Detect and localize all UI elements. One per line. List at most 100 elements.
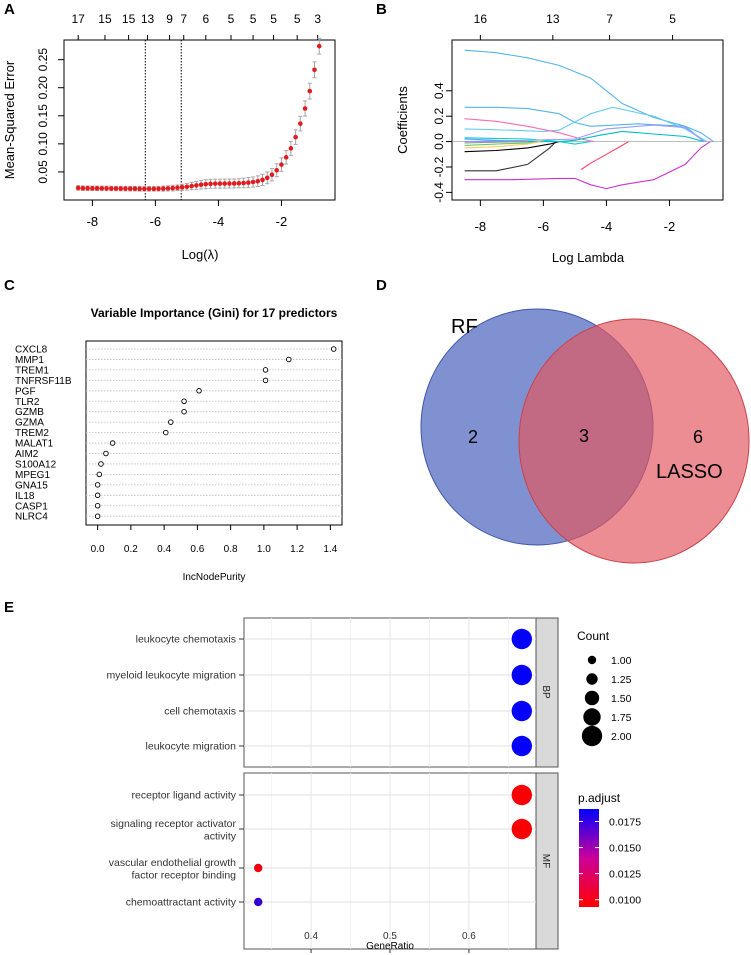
y-tick-label: 0.2 — [432, 108, 446, 125]
term-label: myeloid leukocyte migration — [106, 670, 236, 682]
plot-area: CXCL8MMP1TREM1TNFRSF11BPGFTLR2GZMBGZMATR… — [15, 345, 342, 555]
chart-title: Variable Importance (Gini) for 17 predic… — [91, 306, 338, 320]
coefficient-path — [464, 141, 560, 153]
predictor-label: TREM1 — [15, 365, 49, 376]
x-tick-label: 1.2 — [290, 544, 304, 555]
data-point — [175, 185, 180, 191]
y-tick-label: -0.4 — [432, 182, 446, 203]
data-point — [288, 146, 294, 151]
importance-point — [109, 440, 116, 446]
facet-strip-bp-label: BP — [540, 685, 551, 699]
coefficient-path — [580, 141, 629, 170]
data-point — [264, 175, 270, 181]
enrichment-dot — [511, 735, 532, 757]
legend-count-title: Count — [577, 629, 610, 643]
legend-size-dot — [586, 673, 598, 685]
data-point — [307, 88, 313, 94]
importance-point — [181, 408, 187, 415]
legend-count-label: 1.75 — [611, 712, 632, 724]
y-tick-label: 0.25 — [36, 48, 50, 72]
coefficient-path — [464, 49, 714, 143]
top-axis-label: 5 — [270, 12, 277, 26]
data-point — [90, 186, 95, 191]
importance-point — [262, 377, 269, 384]
enrichment-dot — [511, 784, 532, 806]
coefficient-path — [464, 141, 711, 190]
panel-b-coefficients: -8 -6 -4 -2 -0.4 -0.2 0.0 0.2 0.4 16 13 7 5 Log Lamb… — [395, 12, 724, 265]
top-axis-label: 17 — [72, 12, 86, 26]
venn-count-lasso-only: 6 — [693, 427, 703, 447]
panel-e-enrichment: BP MF leukocyte chemotaxis myeloid leukoc… — [106, 617, 641, 953]
top-axis-label: 5 — [294, 12, 301, 26]
venn-count-overlap: 3 — [579, 426, 589, 446]
legend-size-dot — [587, 655, 597, 665]
y-tick-label: -0.2 — [432, 156, 446, 177]
data-point — [142, 186, 147, 192]
data-point — [156, 186, 161, 192]
term-label: receptor ligand activity — [132, 790, 237, 802]
legend-count-label: 1.50 — [611, 693, 632, 705]
legend-size-dot — [581, 725, 603, 747]
facet-strip-mf-label: MF — [540, 854, 551, 868]
data-point — [108, 186, 114, 191]
x-axis-label: Log Lambda — [552, 250, 625, 265]
predictor-label: TREM2 — [15, 428, 49, 439]
predictor-label: GNA15 — [15, 480, 48, 491]
predictor-label: TNFRSF11B — [15, 376, 72, 387]
top-axis-label: 5 — [228, 12, 235, 26]
top-axis-label: 7 — [180, 12, 187, 26]
data-point — [208, 181, 213, 187]
x-tick-label: -8 — [475, 219, 487, 234]
predictor-label: NLRC4 — [15, 512, 48, 523]
data-point — [217, 181, 223, 186]
importance-point — [94, 513, 101, 519]
data-point — [279, 162, 284, 167]
top-axis-label: 15 — [98, 12, 112, 26]
facet-strip-mf — [535, 772, 559, 950]
data-point — [123, 186, 128, 191]
importance-point — [330, 346, 337, 352]
x-tick-label: 0.2 — [124, 544, 138, 555]
legend-count-label: 1.00 — [611, 655, 632, 667]
data-point — [146, 186, 152, 192]
padjust-colorbar — [579, 809, 599, 907]
enrichment-dot — [254, 897, 263, 907]
legend-count-label: 1.25 — [611, 674, 632, 686]
importance-point — [286, 356, 292, 363]
x-tick-label: 0.0 — [91, 544, 105, 555]
data-point — [170, 185, 176, 191]
x-axis-label: IncNodePurity — [183, 572, 246, 583]
predictor-label: TLR2 — [15, 397, 40, 408]
legend-padjust-label: 0.0175 — [609, 817, 641, 829]
data-point — [184, 184, 190, 190]
legend-padjust-title: p.adjust — [578, 791, 621, 805]
y-tick-label: 0.0 — [432, 133, 446, 150]
facet-strip-bp — [535, 617, 559, 768]
panel-a-cv-error: -8 -6 -4 -2 0.05 0.10 0.15 0.20 0.25 17 15 15 13 9 7 6 5… — [2, 12, 336, 262]
coefficient-path — [464, 138, 519, 143]
plot-area: leukocyte chemotaxis myeloid leukocyte mi… — [106, 618, 536, 953]
data-point — [179, 185, 185, 190]
predictor-label: GZMA — [15, 418, 44, 429]
top-axis-label: 6 — [202, 12, 209, 26]
data-point — [99, 186, 105, 191]
enrichment-dot — [511, 664, 532, 686]
data-point — [85, 185, 90, 191]
predictor-label: IL18 — [15, 491, 35, 502]
venn-label-rf: RF — [451, 316, 478, 338]
predictor-label: S100A12 — [15, 459, 57, 470]
predictor-label: CASP1 — [15, 501, 48, 512]
data-point — [104, 186, 109, 191]
data-point — [236, 180, 242, 186]
term-label: chemoattractant activity — [126, 897, 237, 909]
data-point — [127, 186, 133, 192]
term-label: vascular endothelial growth — [109, 857, 236, 869]
legends: Count p.adjust 1.00 1.25 1.50 1.75 2.00 0.017… — [577, 629, 641, 907]
top-axis-label: 5 — [250, 12, 257, 26]
importance-point — [168, 419, 174, 425]
top-axis-label: 7 — [606, 12, 613, 26]
x-tick-label: 0.4 — [304, 931, 318, 942]
plot-area: -8 -6 -4 -2 -0.4 -0.2 0.0 0.2 0.4 16 13 7 5 — [432, 12, 723, 234]
legend-count-label: 2.00 — [611, 731, 632, 743]
x-tick-label: -6 — [150, 214, 162, 229]
